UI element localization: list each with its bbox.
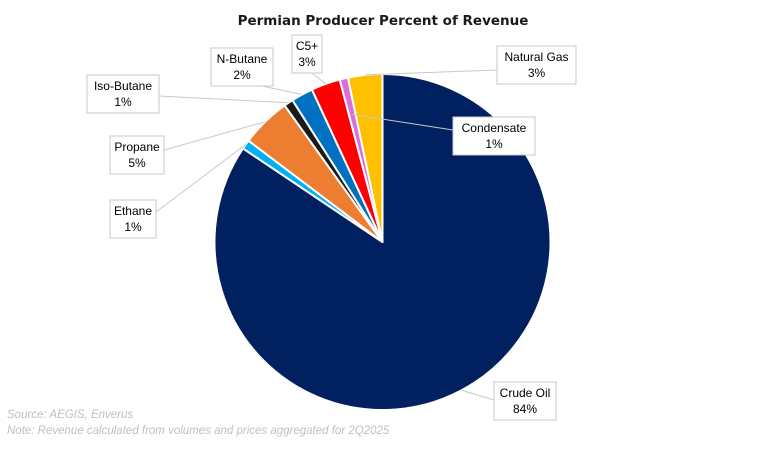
source-note: Source: AEGIS, Enverus bbox=[7, 409, 133, 421]
leader-line-natural-gas bbox=[365, 69, 498, 76]
label-category: Iso-Butane bbox=[94, 79, 152, 93]
data-label-n-butane: N-Butane 2% bbox=[210, 47, 274, 87]
label-box bbox=[452, 116, 536, 156]
data-label-propane: Propane 5% bbox=[109, 135, 165, 175]
label-box bbox=[210, 47, 274, 87]
leader-line-iso-butane bbox=[158, 95, 289, 104]
leader-line-crude-oil bbox=[461, 389, 495, 401]
label-category: Crude Oil bbox=[500, 386, 551, 400]
data-labels: Crude Oil 84% Ethane 1% Propane 5% Iso-Butane 1… bbox=[86, 34, 577, 421]
label-value: 3% bbox=[528, 66, 546, 80]
label-category: Natural Gas bbox=[504, 50, 568, 64]
label-value: 1% bbox=[124, 220, 142, 234]
revenue-note: Note: Revenue calculated from volumes an… bbox=[7, 425, 390, 437]
leader-line-c5 bbox=[311, 72, 326, 85]
leader-line-ethane bbox=[155, 144, 246, 213]
label-box bbox=[493, 381, 557, 421]
label-value: 2% bbox=[233, 68, 251, 82]
leader-line-n-butane bbox=[261, 85, 303, 96]
data-label-c5: C5+3% bbox=[291, 34, 323, 74]
label-box bbox=[109, 199, 157, 239]
label-value: 3% bbox=[298, 55, 316, 69]
chart-title: Permian Producer Percent of Revenue bbox=[238, 13, 529, 29]
data-label-condensate: Condensate 1% bbox=[452, 116, 536, 156]
data-label-natural-gas: Natural Gas 3% bbox=[496, 45, 577, 85]
label-value: 5% bbox=[128, 156, 146, 170]
label-value: 1% bbox=[114, 95, 132, 109]
leader-line-condensate bbox=[352, 113, 454, 131]
data-label-iso-butane: Iso-Butane 1% bbox=[86, 74, 160, 114]
data-label-crude-oil: Crude Oil 84% bbox=[493, 381, 557, 421]
label-box bbox=[291, 34, 323, 74]
label-category: Ethane bbox=[114, 204, 152, 218]
label-category: C5+ bbox=[296, 39, 318, 53]
label-box bbox=[496, 45, 577, 85]
data-label-ethane: Ethane 1% bbox=[109, 199, 157, 239]
label-value: 1% bbox=[485, 137, 503, 151]
leader-lines bbox=[155, 69, 498, 401]
label-box bbox=[109, 135, 165, 175]
label-category: Condensate bbox=[462, 121, 527, 135]
label-category: N-Butane bbox=[217, 52, 268, 66]
label-value: 84% bbox=[513, 402, 537, 416]
label-category: Propane bbox=[114, 140, 160, 154]
label-box bbox=[86, 74, 160, 114]
leader-line-propane bbox=[163, 121, 266, 151]
pie-slices bbox=[213, 73, 552, 411]
